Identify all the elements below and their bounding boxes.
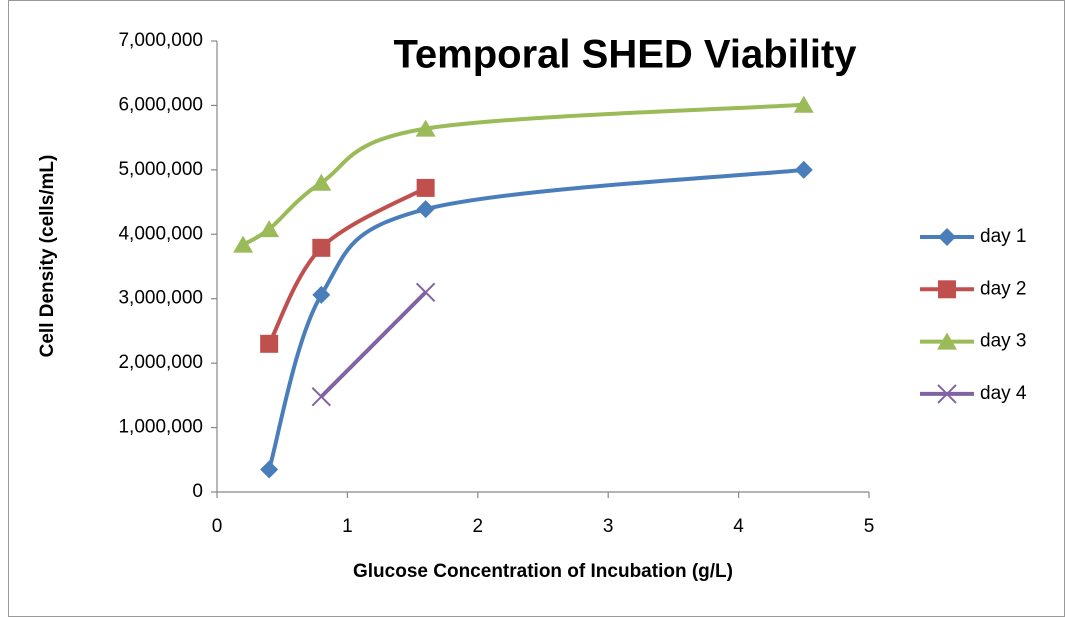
marker	[312, 285, 331, 304]
y-tick-label: 6,000,000	[118, 94, 203, 115]
y-tick-label: 5,000,000	[118, 159, 203, 180]
marker	[794, 160, 813, 179]
y-tick-label: 4,000,000	[118, 223, 203, 244]
marker	[415, 282, 436, 302]
legend-label: day 2	[980, 278, 1026, 299]
legend-marker	[938, 280, 956, 299]
legend-marker	[937, 384, 957, 404]
legend-marker	[937, 332, 957, 350]
chart-frame	[8, 0, 1065, 617]
series-line	[267, 167, 805, 471]
y-tick-label: 1,000,000	[118, 417, 203, 438]
marker	[233, 235, 254, 253]
marker	[260, 334, 279, 353]
x-tick-label: 4	[733, 516, 744, 537]
marker	[416, 178, 435, 197]
x-tick-label: 5	[864, 516, 875, 537]
y-tick-label: 7,000,000	[118, 30, 203, 51]
legend-label: day 3	[980, 331, 1026, 352]
y-tick-label: 3,000,000	[118, 288, 203, 309]
chart-title: Temporal SHED Viability	[393, 33, 857, 77]
marker	[312, 238, 331, 257]
y-tick-label: 0	[192, 481, 203, 502]
x-tick-label: 1	[342, 516, 353, 537]
marker	[260, 460, 279, 479]
marker	[793, 95, 814, 113]
y-axis-label: Cell Density (cells/mL)	[37, 155, 58, 358]
x-axis-label: Glucose Concentration of Incubation (g/L…	[353, 561, 733, 582]
marker	[259, 220, 280, 238]
x-tick-label: 0	[212, 516, 223, 537]
legend-marker	[938, 228, 956, 246]
series-line	[319, 290, 428, 399]
x-tick-label: 3	[603, 516, 614, 537]
marker	[416, 200, 435, 219]
legend-label: day 4	[980, 383, 1027, 404]
marker	[311, 173, 332, 191]
y-tick-label: 2,000,000	[118, 352, 203, 373]
marker	[415, 119, 436, 137]
x-tick-label: 2	[473, 516, 484, 537]
legend-label: day 1	[980, 226, 1026, 247]
marker	[311, 386, 332, 407]
